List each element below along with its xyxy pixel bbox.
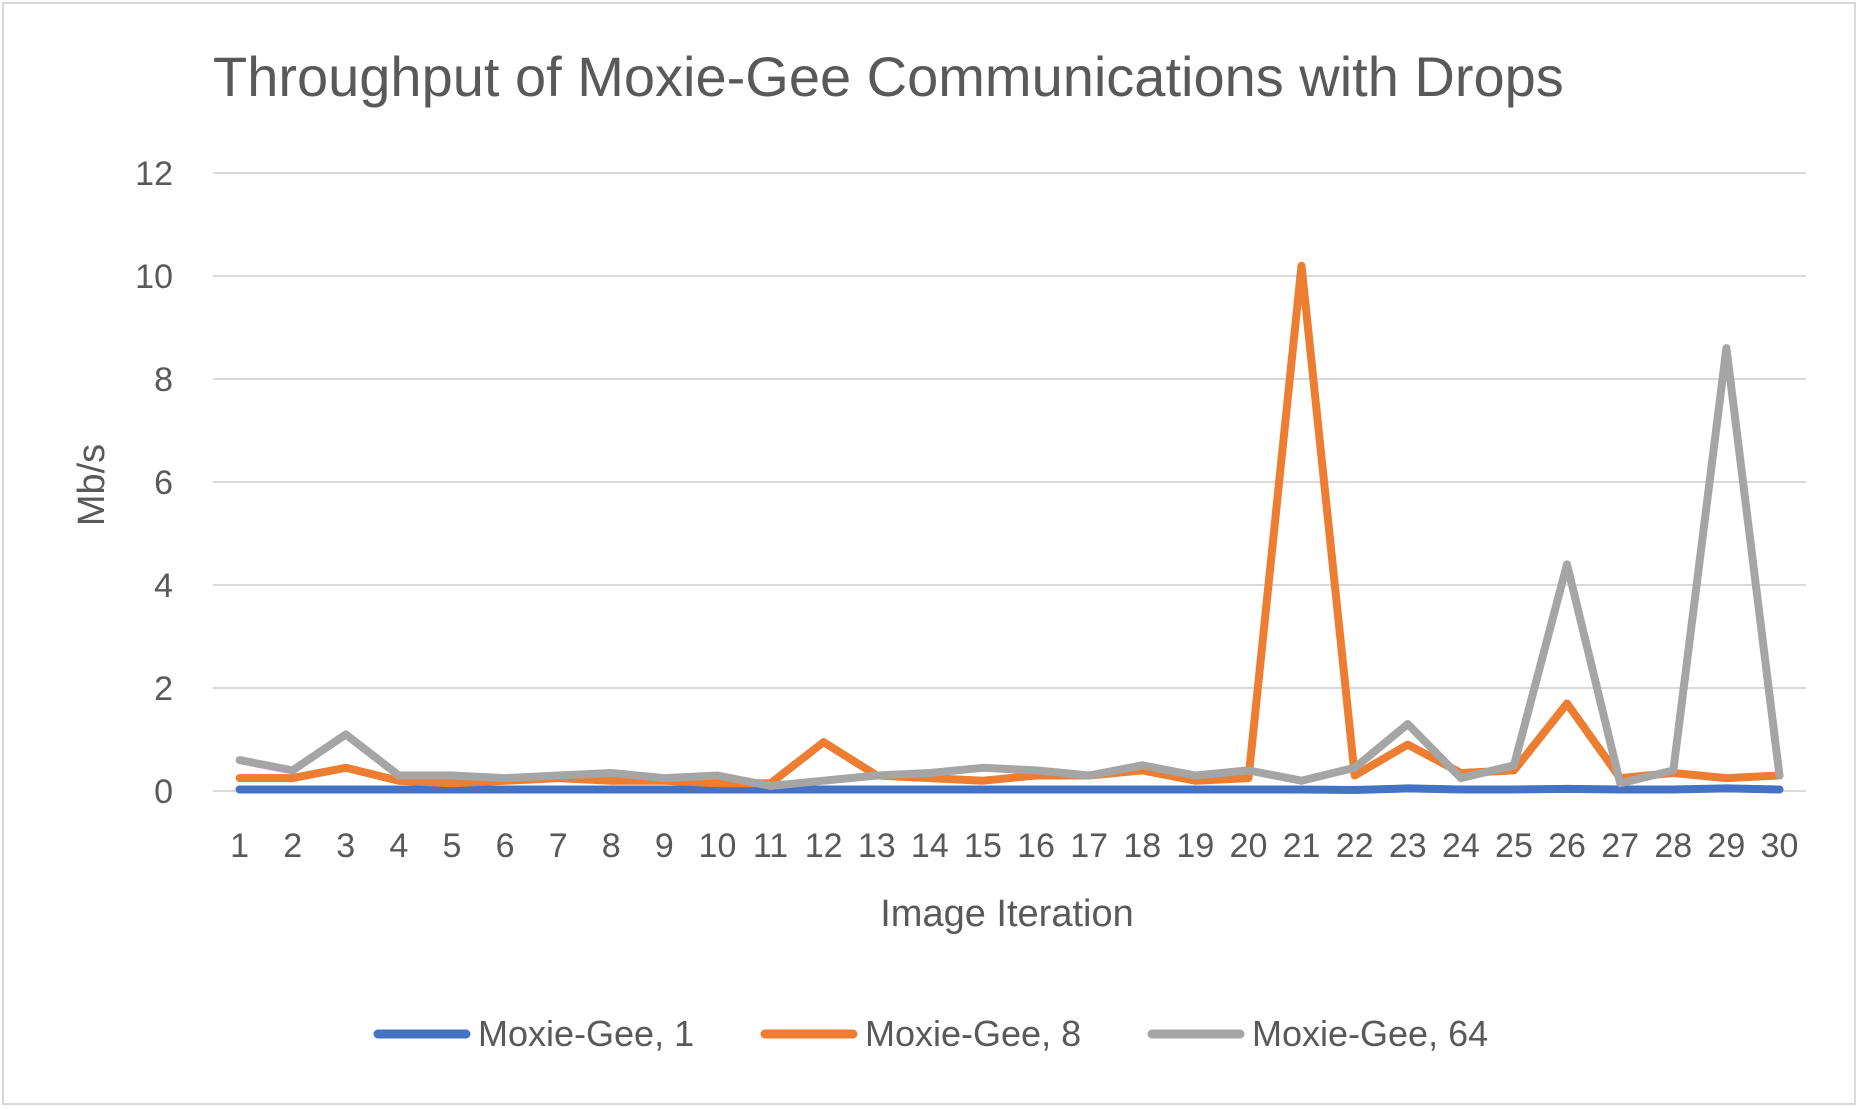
y-tick-label: 2 bbox=[154, 670, 173, 708]
y-tick-label: 8 bbox=[154, 361, 173, 399]
x-tick-label: 2 bbox=[283, 827, 302, 865]
x-tick-label: 26 bbox=[1548, 827, 1586, 865]
y-axis-ticks: 0 2 4 6 8 10 12 bbox=[135, 155, 173, 811]
series-lines bbox=[235, 261, 1784, 794]
legend-label: Moxie-Gee, 64 bbox=[1252, 1013, 1488, 1054]
x-tick-label: 24 bbox=[1442, 827, 1480, 865]
y-tick-label: 10 bbox=[135, 258, 173, 296]
x-tick-label: 5 bbox=[442, 827, 461, 865]
x-tick-label: 13 bbox=[858, 827, 896, 865]
y-tick-label: 12 bbox=[135, 155, 173, 193]
x-tick-label: 16 bbox=[1017, 827, 1055, 865]
x-tick-label: 21 bbox=[1283, 827, 1321, 865]
x-tick-label: 30 bbox=[1761, 827, 1799, 865]
x-tick-label: 3 bbox=[336, 827, 355, 865]
x-tick-label: 19 bbox=[1176, 827, 1214, 865]
x-tick-label: 11 bbox=[753, 827, 788, 865]
x-tick-label: 25 bbox=[1495, 827, 1533, 865]
legend-label: Moxie-Gee, 1 bbox=[478, 1013, 694, 1054]
y-axis-label: Mb/s bbox=[71, 444, 113, 526]
x-tick-label: 17 bbox=[1070, 827, 1108, 865]
y-tick-label: 6 bbox=[154, 464, 173, 502]
legend: Moxie-Gee, 1 Moxie-Gee, 8 Moxie-Gee, 64 bbox=[373, 1013, 1488, 1054]
x-tick-label: 27 bbox=[1601, 827, 1639, 865]
x-tick-label: 14 bbox=[911, 827, 949, 865]
x-tick-label: 22 bbox=[1336, 827, 1374, 865]
x-tick-label: 1 bbox=[230, 827, 249, 865]
x-tick-label: 4 bbox=[389, 827, 408, 865]
x-tick-label: 10 bbox=[699, 827, 737, 865]
x-tick-label: 15 bbox=[964, 827, 1002, 865]
chart-title: Throughput of Moxie-Gee Communications w… bbox=[213, 45, 1564, 108]
x-tick-label: 12 bbox=[805, 827, 843, 865]
series-line-1 bbox=[235, 784, 1784, 794]
x-tick-label: 9 bbox=[655, 827, 674, 865]
x-tick-label: 20 bbox=[1230, 827, 1268, 865]
series-line-3 bbox=[235, 344, 1784, 790]
x-tick-label: 18 bbox=[1123, 827, 1161, 865]
legend-label: Moxie-Gee, 8 bbox=[865, 1013, 1081, 1054]
x-axis-ticks: 1 2 3 4 5 6 7 8 9 10 11 12 13 14 15 16 17 18 19 20 21 22 23 24 2… bbox=[230, 827, 1798, 865]
y-tick-label: 4 bbox=[154, 567, 173, 605]
gridlines bbox=[213, 172, 1806, 792]
x-tick-label: 28 bbox=[1654, 827, 1692, 865]
series-line-2 bbox=[235, 261, 1784, 788]
x-tick-label: 7 bbox=[549, 827, 568, 865]
y-tick-label: 0 bbox=[154, 773, 173, 811]
x-axis-label: Image Iteration bbox=[880, 893, 1133, 935]
x-tick-label: 8 bbox=[602, 827, 621, 865]
x-tick-label: 29 bbox=[1707, 827, 1745, 865]
x-tick-label: 23 bbox=[1389, 827, 1427, 865]
x-tick-label: 6 bbox=[496, 827, 515, 865]
